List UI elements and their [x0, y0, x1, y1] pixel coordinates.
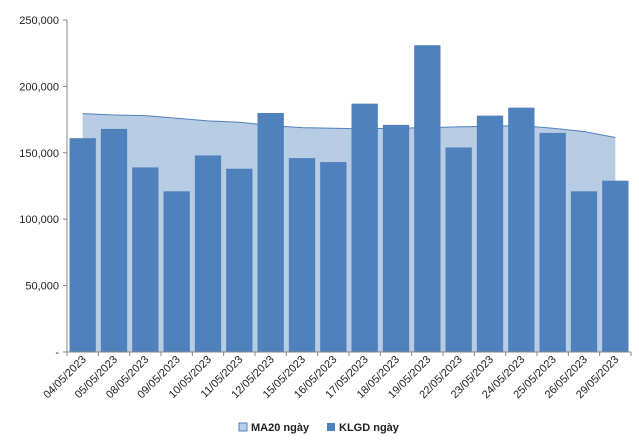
klgd-bar-6 — [226, 168, 253, 352]
klgd-bar-17 — [570, 191, 598, 352]
y-tick-label: 250,000 — [19, 15, 59, 27]
klgd-bar-14 — [476, 115, 504, 353]
klgd-bar-16 — [539, 132, 566, 352]
klgd-bar-1 — [69, 138, 96, 352]
klgd-bar-10 — [351, 103, 378, 352]
klgd-bar-15 — [508, 107, 535, 353]
klgd-bar-7 — [257, 112, 284, 353]
y-tick-label: 200,000 — [19, 81, 59, 93]
legend: MA20 ngày KLGD ngày — [238, 422, 400, 434]
plot-area — [69, 45, 629, 353]
y-tick-label: 50,000 — [25, 281, 59, 293]
klgd-bar-12 — [414, 45, 441, 352]
ma20-area — [82, 113, 616, 353]
klgd-bar-2 — [100, 128, 128, 352]
y-tick-label: 150,000 — [19, 148, 59, 160]
klgd-bar-18 — [602, 180, 629, 352]
legend-swatch-klgd — [327, 423, 335, 431]
legend-swatch-ma20 — [238, 422, 248, 432]
klgd-bar-8 — [288, 158, 316, 352]
y-tick-label: 100,000 — [19, 214, 59, 226]
legend-label-klgd: KLGD ngày — [339, 422, 400, 434]
klgd-bar-3 — [132, 167, 159, 352]
y-tick-label: - — [55, 347, 59, 359]
klgd-bar-13 — [445, 147, 472, 352]
klgd-bar-9 — [320, 162, 347, 352]
klgd-bar-5 — [194, 155, 222, 352]
legend-label-ma20: MA20 ngày — [251, 422, 310, 434]
klgd-bar-11 — [382, 124, 410, 352]
klgd-bar-4 — [163, 191, 190, 352]
